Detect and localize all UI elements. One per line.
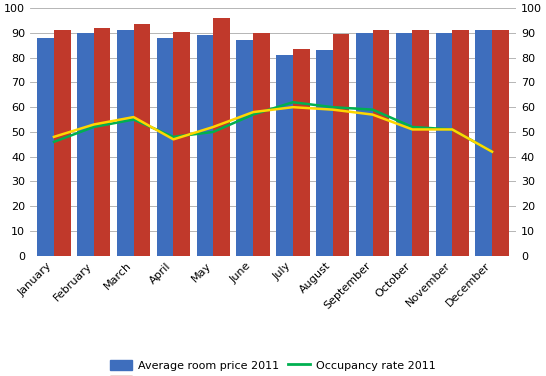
Bar [333, 34, 349, 256]
Occupancy rate 2012 [409, 127, 416, 132]
Occupancy rate 2011 [210, 130, 217, 134]
Bar [316, 50, 333, 256]
Occupancy rate 2011 [449, 127, 455, 132]
Occupancy rate 2012 [51, 135, 57, 139]
Line: Occupancy rate 2012: Occupancy rate 2012 [54, 107, 492, 152]
Bar [452, 30, 469, 256]
Occupancy rate 2011 [91, 125, 97, 129]
Occupancy rate 2012 [329, 108, 336, 112]
Occupancy rate 2012 [210, 125, 217, 129]
Occupancy rate 2012 [289, 105, 296, 109]
Bar [54, 30, 70, 256]
Bar [157, 38, 174, 256]
Bar [174, 32, 190, 256]
Occupancy rate 2011 [130, 117, 137, 122]
Bar [134, 24, 150, 256]
Occupancy rate 2012 [449, 127, 455, 132]
Occupancy rate 2012 [130, 115, 137, 119]
Occupancy rate 2012 [91, 122, 97, 127]
Bar [37, 38, 54, 256]
Occupancy rate 2011 [170, 135, 177, 139]
Occupancy rate 2011 [329, 105, 336, 109]
Occupancy rate 2011 [489, 150, 495, 154]
Bar [372, 30, 389, 256]
Bar [236, 40, 253, 256]
Legend: Average room price 2011, Average room price 2012, Occupancy rate 2011, Occupancy: Average room price 2011, Average room pr… [106, 355, 440, 376]
Line: Occupancy rate 2011: Occupancy rate 2011 [54, 102, 492, 152]
Bar [94, 28, 110, 256]
Occupancy rate 2011 [409, 125, 416, 129]
Bar [356, 33, 372, 256]
Occupancy rate 2012 [369, 112, 376, 117]
Bar [77, 33, 94, 256]
Bar [396, 33, 412, 256]
Occupancy rate 2011 [51, 139, 57, 144]
Bar [197, 35, 213, 256]
Bar [492, 30, 509, 256]
Bar [213, 18, 230, 256]
Occupancy rate 2012 [489, 150, 495, 154]
Occupancy rate 2012 [170, 137, 177, 142]
Bar [436, 33, 452, 256]
Bar [276, 55, 293, 256]
Bar [253, 33, 270, 256]
Bar [412, 30, 429, 256]
Occupancy rate 2011 [289, 100, 296, 105]
Occupancy rate 2011 [369, 108, 376, 112]
Bar [293, 49, 310, 256]
Bar [476, 30, 492, 256]
Occupancy rate 2011 [250, 112, 257, 117]
Bar [117, 30, 134, 256]
Occupancy rate 2012 [250, 110, 257, 114]
